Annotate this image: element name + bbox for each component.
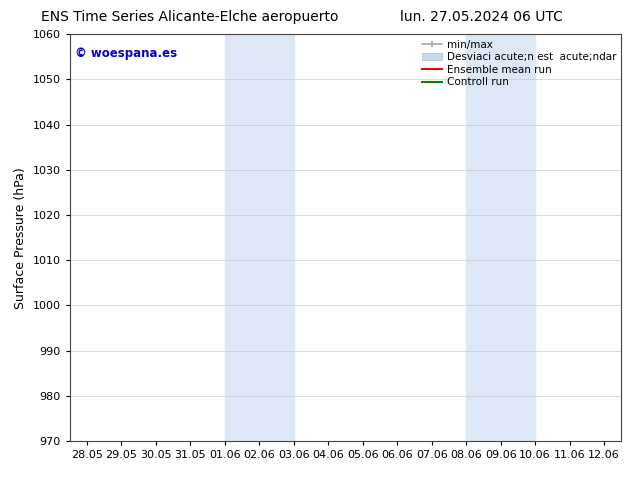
Text: ENS Time Series Alicante-Elche aeropuerto: ENS Time Series Alicante-Elche aeropuert…: [41, 10, 339, 24]
Bar: [466, 34, 535, 441]
Bar: [225, 34, 294, 441]
Text: © woespana.es: © woespana.es: [75, 47, 178, 59]
Text: lun. 27.05.2024 06 UTC: lun. 27.05.2024 06 UTC: [401, 10, 563, 24]
Y-axis label: Surface Pressure (hPa): Surface Pressure (hPa): [14, 167, 27, 309]
Legend: min/max, Desviaci acute;n est  acute;ndar, Ensemble mean run, Controll run: min/max, Desviaci acute;n est acute;ndar…: [418, 36, 619, 91]
